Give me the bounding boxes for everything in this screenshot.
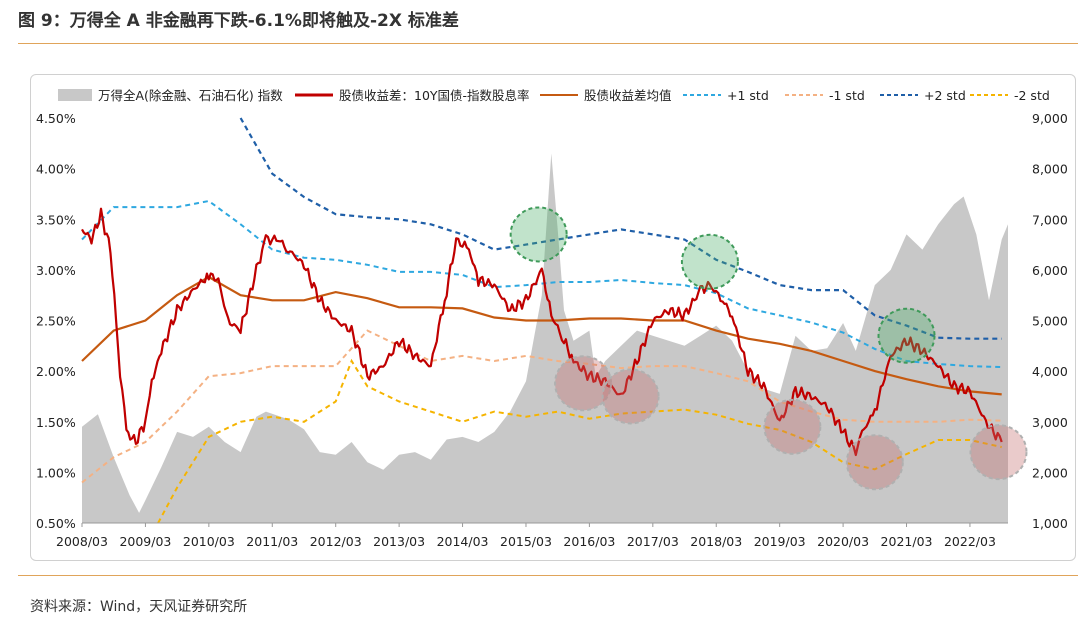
- x-tick-label: 2014/03: [437, 534, 489, 549]
- red-highlight-circle: [601, 368, 660, 425]
- y-right-tick-label: 4,000: [1032, 364, 1068, 379]
- red-highlight-circle: [554, 355, 613, 412]
- red-highlight-circle: [763, 398, 822, 455]
- y-left-tick-label: 4.50%: [36, 111, 76, 126]
- x-tick-label: 2017/03: [627, 534, 679, 549]
- legend-label: +1 std: [727, 88, 769, 103]
- legend-label: +2 std: [924, 88, 966, 103]
- x-tick-label: 2015/03: [500, 534, 552, 549]
- x-tick-label: 2019/03: [754, 534, 806, 549]
- y-left-tick-label: 2.50%: [36, 314, 76, 329]
- legend-label: -1 std: [829, 88, 865, 103]
- y-right-tick-label: 3,000: [1032, 415, 1068, 430]
- green-highlight-circle: [680, 233, 739, 290]
- legend-swatch: [58, 89, 92, 101]
- y-left-tick-label: 4.00%: [36, 162, 76, 177]
- figure-title: 图 9：万得全 A 非金融再下跌-6.1%即将触及-2X 标准差: [18, 11, 459, 31]
- y-right-tick-label: 7,000: [1032, 212, 1068, 227]
- x-tick-label: 2013/03: [373, 534, 425, 549]
- x-tick-label: 2021/03: [881, 534, 933, 549]
- x-tick-label: 2011/03: [246, 534, 298, 549]
- x-tick-label: 2010/03: [183, 534, 235, 549]
- red-highlight-circle: [845, 434, 904, 491]
- y-left-tick-label: 1.50%: [36, 415, 76, 430]
- x-tick-label: 2016/03: [563, 534, 615, 549]
- spread-line: [81, 207, 1003, 457]
- y-right-tick-label: 5,000: [1032, 314, 1068, 329]
- legend-label: 股债收益差：10Y国债-指数股息率: [339, 88, 530, 103]
- index-area: [82, 153, 1008, 523]
- mean-line: [81, 275, 1002, 396]
- y-left-tick-label: 3.50%: [36, 212, 76, 227]
- y-right-tick-label: 1,000: [1032, 516, 1068, 531]
- plus-2-std-line: [239, 117, 1002, 340]
- y-left-tick-label: 3.00%: [36, 263, 76, 278]
- source-divider: [18, 575, 1078, 576]
- y-left-tick-label: 2.00%: [36, 364, 76, 379]
- legend-label: 万得全A(除金融、石油石化) 指数: [98, 88, 283, 103]
- plus-1-std-line: [81, 199, 1002, 369]
- y-left-tick-label: 1.00%: [36, 465, 76, 480]
- x-tick-label: 2008/03: [56, 534, 108, 549]
- legend-label: 股债收益差均值: [584, 88, 672, 103]
- y-left-tick-label: 0.50%: [36, 516, 76, 531]
- x-tick-label: 2012/03: [310, 534, 362, 549]
- x-tick-label: 2009/03: [119, 534, 171, 549]
- green-highlight-circle: [877, 307, 936, 364]
- title-divider: [18, 43, 1078, 44]
- chart-frame: [30, 74, 1076, 561]
- x-tick-label: 2018/03: [690, 534, 742, 549]
- y-right-tick-label: 6,000: [1032, 263, 1068, 278]
- x-tick-label: 2022/03: [944, 534, 996, 549]
- x-tick-label: 2020/03: [817, 534, 869, 549]
- source-note: 资料来源：Wind，天风证券研究所: [30, 599, 248, 615]
- legend-label: -2 std: [1014, 88, 1050, 103]
- green-highlight-circle: [509, 206, 568, 263]
- minus-1-std-line: [81, 329, 1002, 484]
- y-right-tick-label: 8,000: [1032, 162, 1068, 177]
- y-right-tick-label: 9,000: [1032, 111, 1068, 126]
- red-highlight-circle: [969, 424, 1028, 481]
- y-right-tick-label: 2,000: [1032, 465, 1068, 480]
